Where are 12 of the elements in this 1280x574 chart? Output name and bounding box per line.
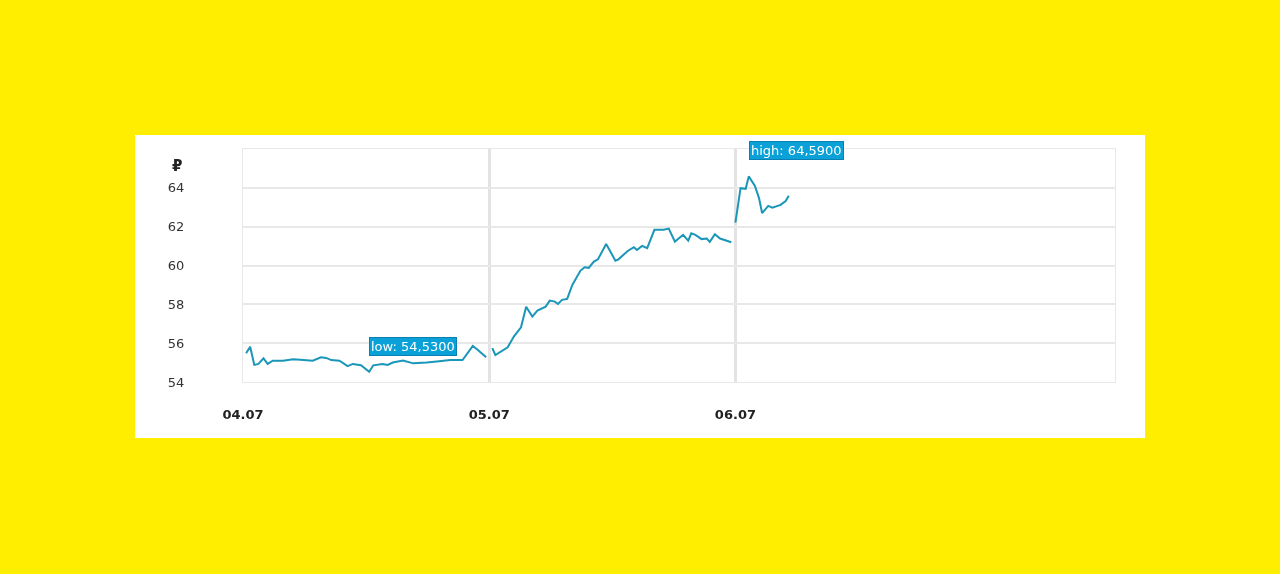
annotation: low: 54,5300	[371, 339, 455, 354]
y-tick-label: 58	[167, 296, 185, 312]
x-tick-label: 06.07	[714, 406, 756, 422]
annotation: high: 64,5900	[751, 143, 842, 158]
y-tick-label: 62	[167, 219, 185, 235]
y-tick-label: 54	[167, 374, 185, 390]
x-tick-label: 05.07	[468, 406, 510, 422]
y-tick-label: 60	[167, 258, 185, 274]
y-tick-label: 64	[167, 180, 185, 196]
y-tick-label: 56	[167, 335, 185, 351]
x-tick-label: 04.07	[222, 406, 264, 422]
y-axis-title: ₽	[172, 157, 183, 175]
